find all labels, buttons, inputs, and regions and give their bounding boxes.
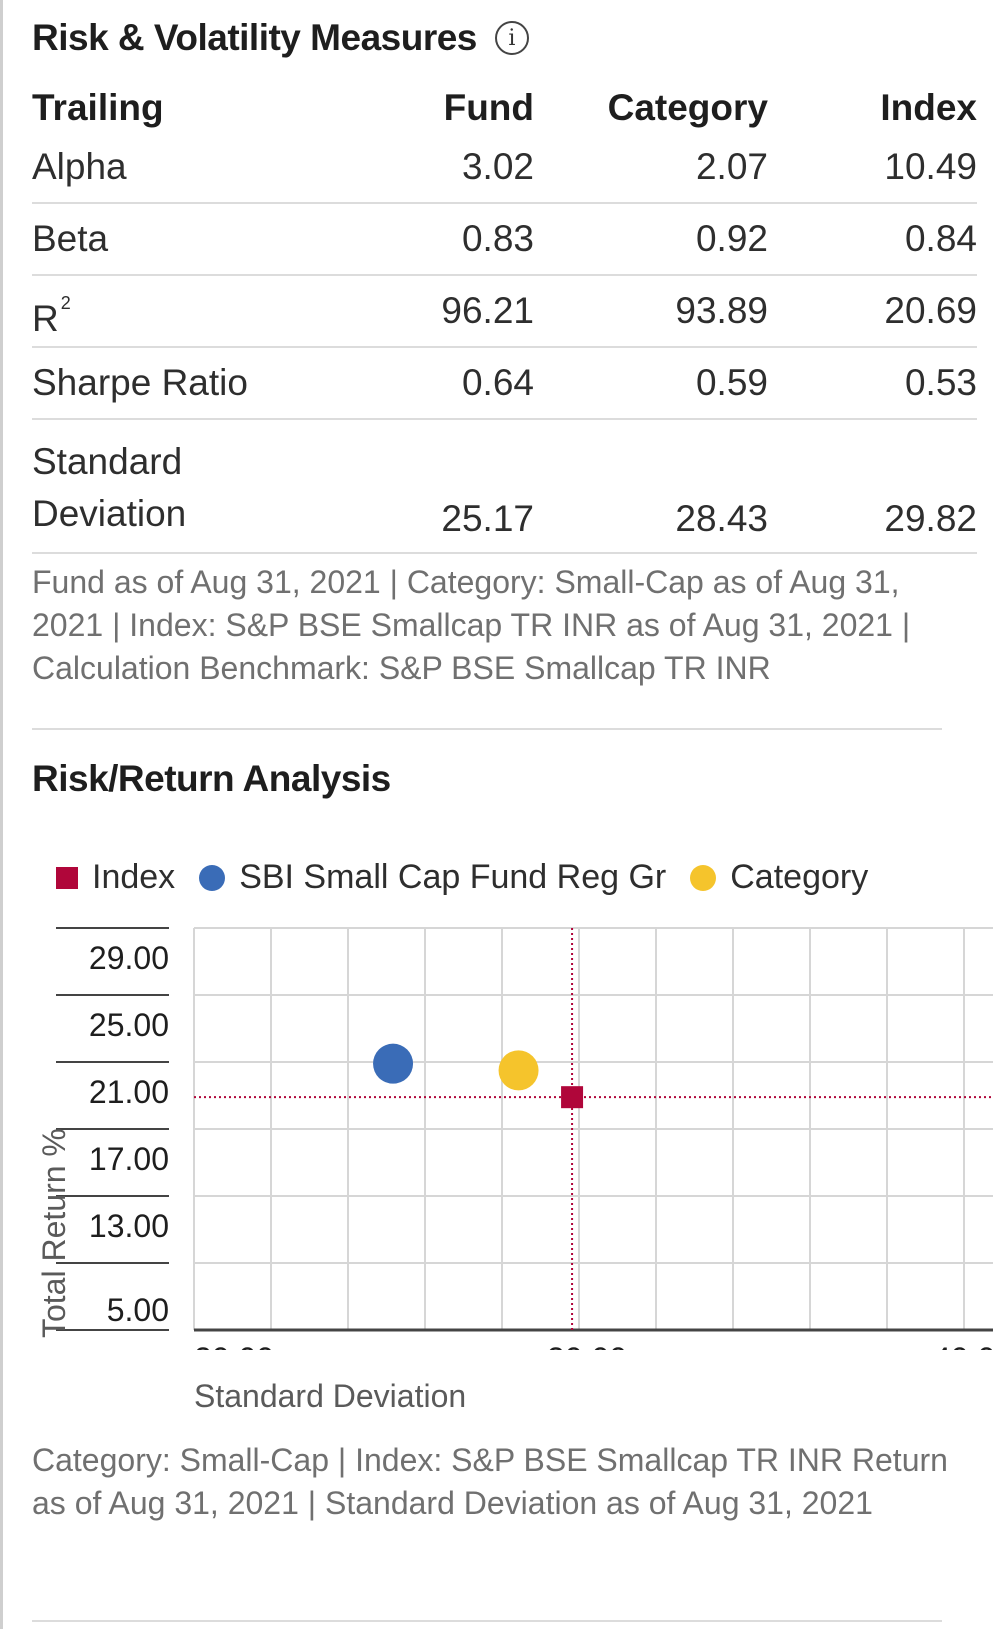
category-value: 93.89	[534, 275, 768, 348]
point-category	[498, 1050, 539, 1091]
legend-index-label: Index	[92, 858, 176, 896]
fund-value: 0.83	[292, 203, 534, 276]
legend-index[interactable]: Index	[56, 858, 175, 897]
info-icon[interactable]: i	[494, 21, 529, 55]
y-tick-label: 17.00	[89, 1141, 169, 1177]
chart-footnote: Category: Small-Cap | Index: S&P BSE Sma…	[32, 1442, 948, 1521]
risk-volatility-title: Risk & Volatility Measures	[32, 17, 477, 58]
x-axis-title: Standard Deviation	[194, 1378, 467, 1414]
label-line-2: Deviation	[32, 493, 187, 534]
label-line-1: Standard	[32, 441, 183, 482]
chart-legend: Index SBI Small Cap Fund Reg Gr Category	[56, 858, 892, 897]
category-value: 0.59	[534, 347, 768, 420]
square-icon	[56, 866, 78, 889]
y-tick-label: 5.00	[107, 1292, 169, 1328]
index-value: 10.49	[768, 132, 977, 204]
category-value: 2.07	[534, 132, 768, 204]
table-row-beta: Beta 0.83 0.92 0.84	[32, 203, 977, 276]
circle-icon	[199, 864, 226, 891]
table-header-row: Trailing Fund Category Index	[32, 84, 977, 132]
x-tick-label: 40.00	[933, 1341, 993, 1350]
section-divider	[32, 728, 942, 730]
index-value: 20.69	[768, 275, 977, 348]
fund-value: 25.17	[292, 419, 534, 554]
legend-fund[interactable]: SBI Small Cap Fund Reg Gr	[199, 858, 666, 897]
y-tick-label: 13.00	[89, 1208, 169, 1244]
header-trailing: Trailing	[32, 87, 164, 128]
table-row-alpha: Alpha 3.02 2.07 10.49	[32, 132, 977, 204]
y-tick-label: 21.00	[89, 1074, 169, 1110]
y-axis-title: Total Return %	[36, 1128, 72, 1338]
risk-volatility-table: Trailing Fund Category Index Alpha 3.02 …	[32, 84, 977, 554]
circle-icon	[690, 864, 717, 891]
left-border	[0, 0, 3, 1629]
fund-value: 0.64	[292, 347, 534, 420]
legend-category-label: Category	[730, 858, 869, 896]
index-value: 0.84	[768, 203, 977, 276]
row-label: Sharpe Ratio	[32, 347, 292, 420]
y-tick-label: 29.00	[89, 940, 169, 976]
x-tick-label: 20.00	[194, 1341, 274, 1350]
fund-value: 96.21	[292, 275, 534, 348]
point-fund	[373, 1043, 414, 1084]
risk-return-chart: 29.00 25.00 21.00 17.00 13.00 5.00 20.00 30.00 4…	[56, 927, 993, 1350]
index-value: 29.82	[768, 419, 977, 554]
category-value: 0.92	[534, 203, 768, 276]
point-index	[561, 1086, 584, 1109]
row-label: Alpha	[32, 132, 292, 204]
risk-volatility-header: Risk & Volatility Measures i	[32, 14, 529, 62]
category-value: 28.43	[534, 419, 768, 554]
risk-footnote: Fund as of Aug 31, 2021 | Category: Smal…	[32, 564, 911, 686]
row-label: Beta	[32, 203, 292, 276]
header-fund: Fund	[443, 87, 534, 128]
header-category: Category	[607, 87, 768, 128]
fund-value: 3.02	[292, 132, 534, 204]
r-squared-label: R	[32, 298, 59, 339]
risk-return-title: Risk/Return Analysis	[32, 758, 391, 799]
superscript: 2	[60, 293, 71, 313]
table-row-std-dev: Standard Deviation 25.17 28.43 29.82	[32, 419, 977, 554]
x-tick-label: 30.00	[547, 1341, 627, 1350]
index-value: 0.53	[768, 347, 977, 420]
row-label: Standard Deviation	[32, 419, 292, 554]
bottom-divider	[32, 1620, 942, 1622]
table-row-sharpe: Sharpe Ratio 0.64 0.59 0.53	[32, 347, 977, 420]
y-tick-label: 25.00	[89, 1007, 169, 1043]
legend-category[interactable]: Category	[690, 858, 868, 897]
header-index: Index	[880, 87, 977, 128]
legend-fund-label: SBI Small Cap Fund Reg Gr	[239, 858, 667, 896]
